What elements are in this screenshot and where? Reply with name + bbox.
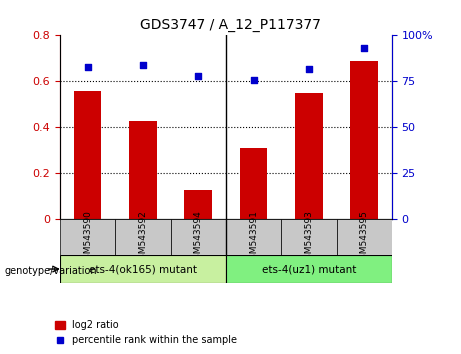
Legend: log2 ratio, percentile rank within the sample: log2 ratio, percentile rank within the s…: [51, 316, 241, 349]
Bar: [184, 189, 212, 219]
FancyBboxPatch shape: [281, 219, 337, 255]
FancyBboxPatch shape: [226, 219, 281, 255]
Bar: [74, 91, 101, 219]
FancyBboxPatch shape: [60, 219, 115, 255]
Bar: [129, 120, 157, 219]
Text: GSM543592: GSM543592: [138, 210, 148, 264]
Point: [195, 73, 202, 79]
Point: [250, 77, 257, 82]
Text: GSM543594: GSM543594: [194, 210, 203, 264]
FancyBboxPatch shape: [171, 219, 226, 255]
FancyBboxPatch shape: [115, 219, 171, 255]
FancyBboxPatch shape: [337, 219, 392, 255]
Bar: [240, 148, 267, 219]
Bar: [295, 93, 323, 219]
Point: [139, 62, 147, 68]
Text: ets-4(ok165) mutant: ets-4(ok165) mutant: [89, 264, 197, 274]
Text: GSM543590: GSM543590: [83, 210, 92, 265]
Bar: [350, 61, 378, 219]
Text: GDS3747 / A_12_P117377: GDS3747 / A_12_P117377: [140, 18, 321, 32]
Text: GSM543595: GSM543595: [360, 210, 369, 265]
Point: [361, 45, 368, 51]
Text: genotype/variation: genotype/variation: [5, 266, 97, 276]
FancyBboxPatch shape: [60, 255, 226, 283]
Text: GSM543593: GSM543593: [304, 210, 313, 265]
Point: [84, 64, 91, 69]
Text: GSM543591: GSM543591: [249, 210, 258, 265]
Point: [305, 66, 313, 72]
Text: ets-4(uz1) mutant: ets-4(uz1) mutant: [262, 264, 356, 274]
FancyBboxPatch shape: [226, 255, 392, 283]
